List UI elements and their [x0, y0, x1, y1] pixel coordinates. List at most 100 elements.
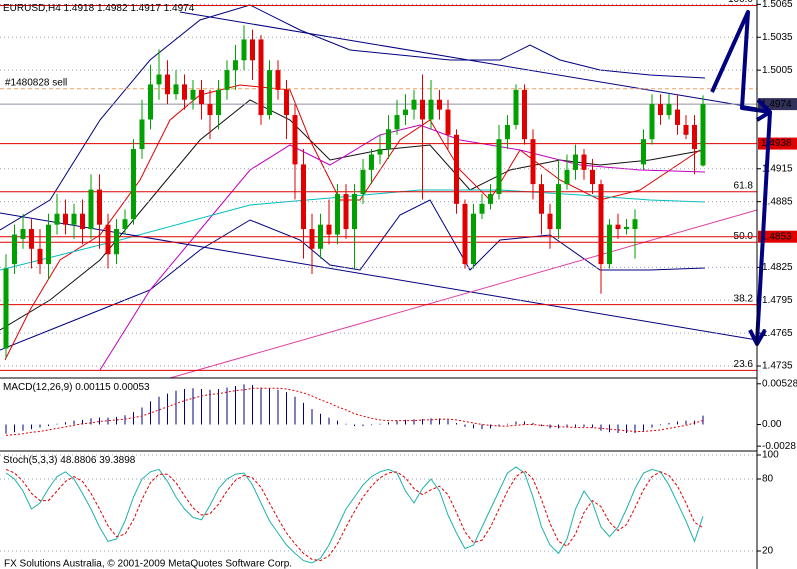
y-tick-label: 1.4825: [762, 262, 793, 273]
candle-body: [428, 99, 434, 120]
candle-body: [683, 124, 689, 135]
candle-body: [675, 109, 680, 125]
candle-body: [148, 84, 153, 120]
panel-value: 1.4918: [64, 3, 95, 14]
stoch-signal: [5, 468, 704, 562]
candle-body: [556, 184, 561, 230]
candle-body: [88, 189, 94, 230]
candle-body: [284, 89, 289, 116]
price-level-label: 1.4853: [761, 231, 792, 242]
candle-body: [165, 74, 170, 95]
bollinger-lower: [0, 199, 706, 351]
candle-body: [479, 203, 485, 214]
candle-body: [97, 189, 102, 225]
y-tick-label: 1.4885: [762, 196, 793, 207]
y-tick-label: 20: [762, 546, 774, 557]
bid-label: 1.4974: [761, 99, 792, 110]
candle-body: [20, 229, 26, 239]
panel-value: 0.00053: [113, 382, 150, 393]
candle-body: [114, 229, 119, 255]
candle-body: [666, 104, 672, 116]
candle-body: [437, 99, 442, 110]
candle-body: [292, 115, 298, 165]
candle-body: [488, 193, 493, 204]
candle-body: [54, 213, 60, 225]
candle-body: [369, 154, 374, 170]
arrow: [755, 111, 772, 343]
candle-body: [156, 74, 162, 85]
candle-body: [352, 193, 357, 230]
panel-title: MACD(12,26,9) 0.00115 0.00053: [3, 382, 150, 393]
candle-body: [71, 213, 77, 225]
panel-title-name: Stoch(5,3,3): [3, 455, 57, 466]
panel-value: 48.8806: [60, 455, 97, 466]
candle-body: [250, 39, 255, 61]
candle-body: [641, 139, 646, 165]
long-ma: [0, 189, 706, 271]
y-tick-label: 1.4735: [762, 361, 793, 372]
fibo-label: 23.6: [734, 359, 754, 370]
candle-body: [46, 224, 51, 265]
candle-body: [80, 213, 85, 230]
candle-body: [530, 139, 536, 185]
candle-body: [573, 154, 578, 170]
footer: FX Solutions Australia, © 2001-2009 Meta…: [4, 559, 292, 569]
candle-body: [224, 70, 230, 90]
candle-body: [343, 193, 349, 230]
y-tick-label: 1.5035: [762, 32, 793, 43]
candle-body: [233, 60, 238, 71]
candle-body: [632, 219, 638, 230]
y-tick-label: 1.4795: [762, 295, 793, 306]
y-tick-label: 1.4915: [762, 163, 793, 174]
candle-body: [360, 169, 366, 194]
candle-body: [462, 203, 468, 265]
candle-body: [301, 164, 306, 230]
y-tick-label: 1.5005: [762, 65, 793, 76]
candle-body: [326, 224, 332, 235]
candle-body: [267, 70, 272, 116]
candle-body: [607, 224, 612, 265]
candle-body: [692, 124, 697, 150]
candle-body: [309, 229, 315, 249]
candle-body: [190, 89, 196, 100]
candle-body: [394, 115, 400, 130]
panel-title: EURUSD,H4 1.4918 1.4982 1.4917 1.4974: [3, 3, 195, 14]
candle-body: [547, 213, 553, 230]
candle-body: [658, 104, 663, 116]
candle-body: [37, 248, 43, 265]
fibo-label: 61.8: [734, 180, 754, 191]
candle-body: [131, 149, 136, 220]
panel-value: 0.00115: [75, 382, 111, 393]
y-tick-label: 0.00528: [762, 378, 797, 389]
candle-body: [513, 89, 519, 125]
candle-body: [624, 226, 629, 230]
panel-title-name: MACD(12,26,9): [3, 382, 72, 393]
candle-body: [122, 219, 128, 230]
candle-body: [471, 213, 476, 265]
candle-body: [615, 224, 621, 230]
y-tick-label: 1.4765: [762, 328, 793, 339]
trend-line: [0, 212, 758, 341]
candle-body: [275, 70, 281, 90]
candle-body: [335, 193, 340, 235]
candle-body: [420, 99, 425, 120]
candle-body: [139, 119, 145, 150]
candle-body: [445, 109, 451, 135]
fibo-label: 38.2: [734, 293, 754, 304]
candle-body: [386, 129, 391, 150]
y-tick-label: 100: [762, 450, 779, 461]
arrow: [710, 10, 771, 114]
candle-body: [199, 89, 204, 105]
trend-line: [179, 11, 758, 109]
candle-body: [3, 268, 9, 349]
arrow-head: [755, 98, 772, 122]
y-tick-label: 0.00: [762, 419, 782, 430]
candle-body: [216, 89, 221, 116]
candle-body: [241, 39, 247, 61]
y-tick-label: 80: [762, 474, 774, 485]
candle-body: [496, 139, 502, 194]
candle-body: [207, 104, 213, 116]
